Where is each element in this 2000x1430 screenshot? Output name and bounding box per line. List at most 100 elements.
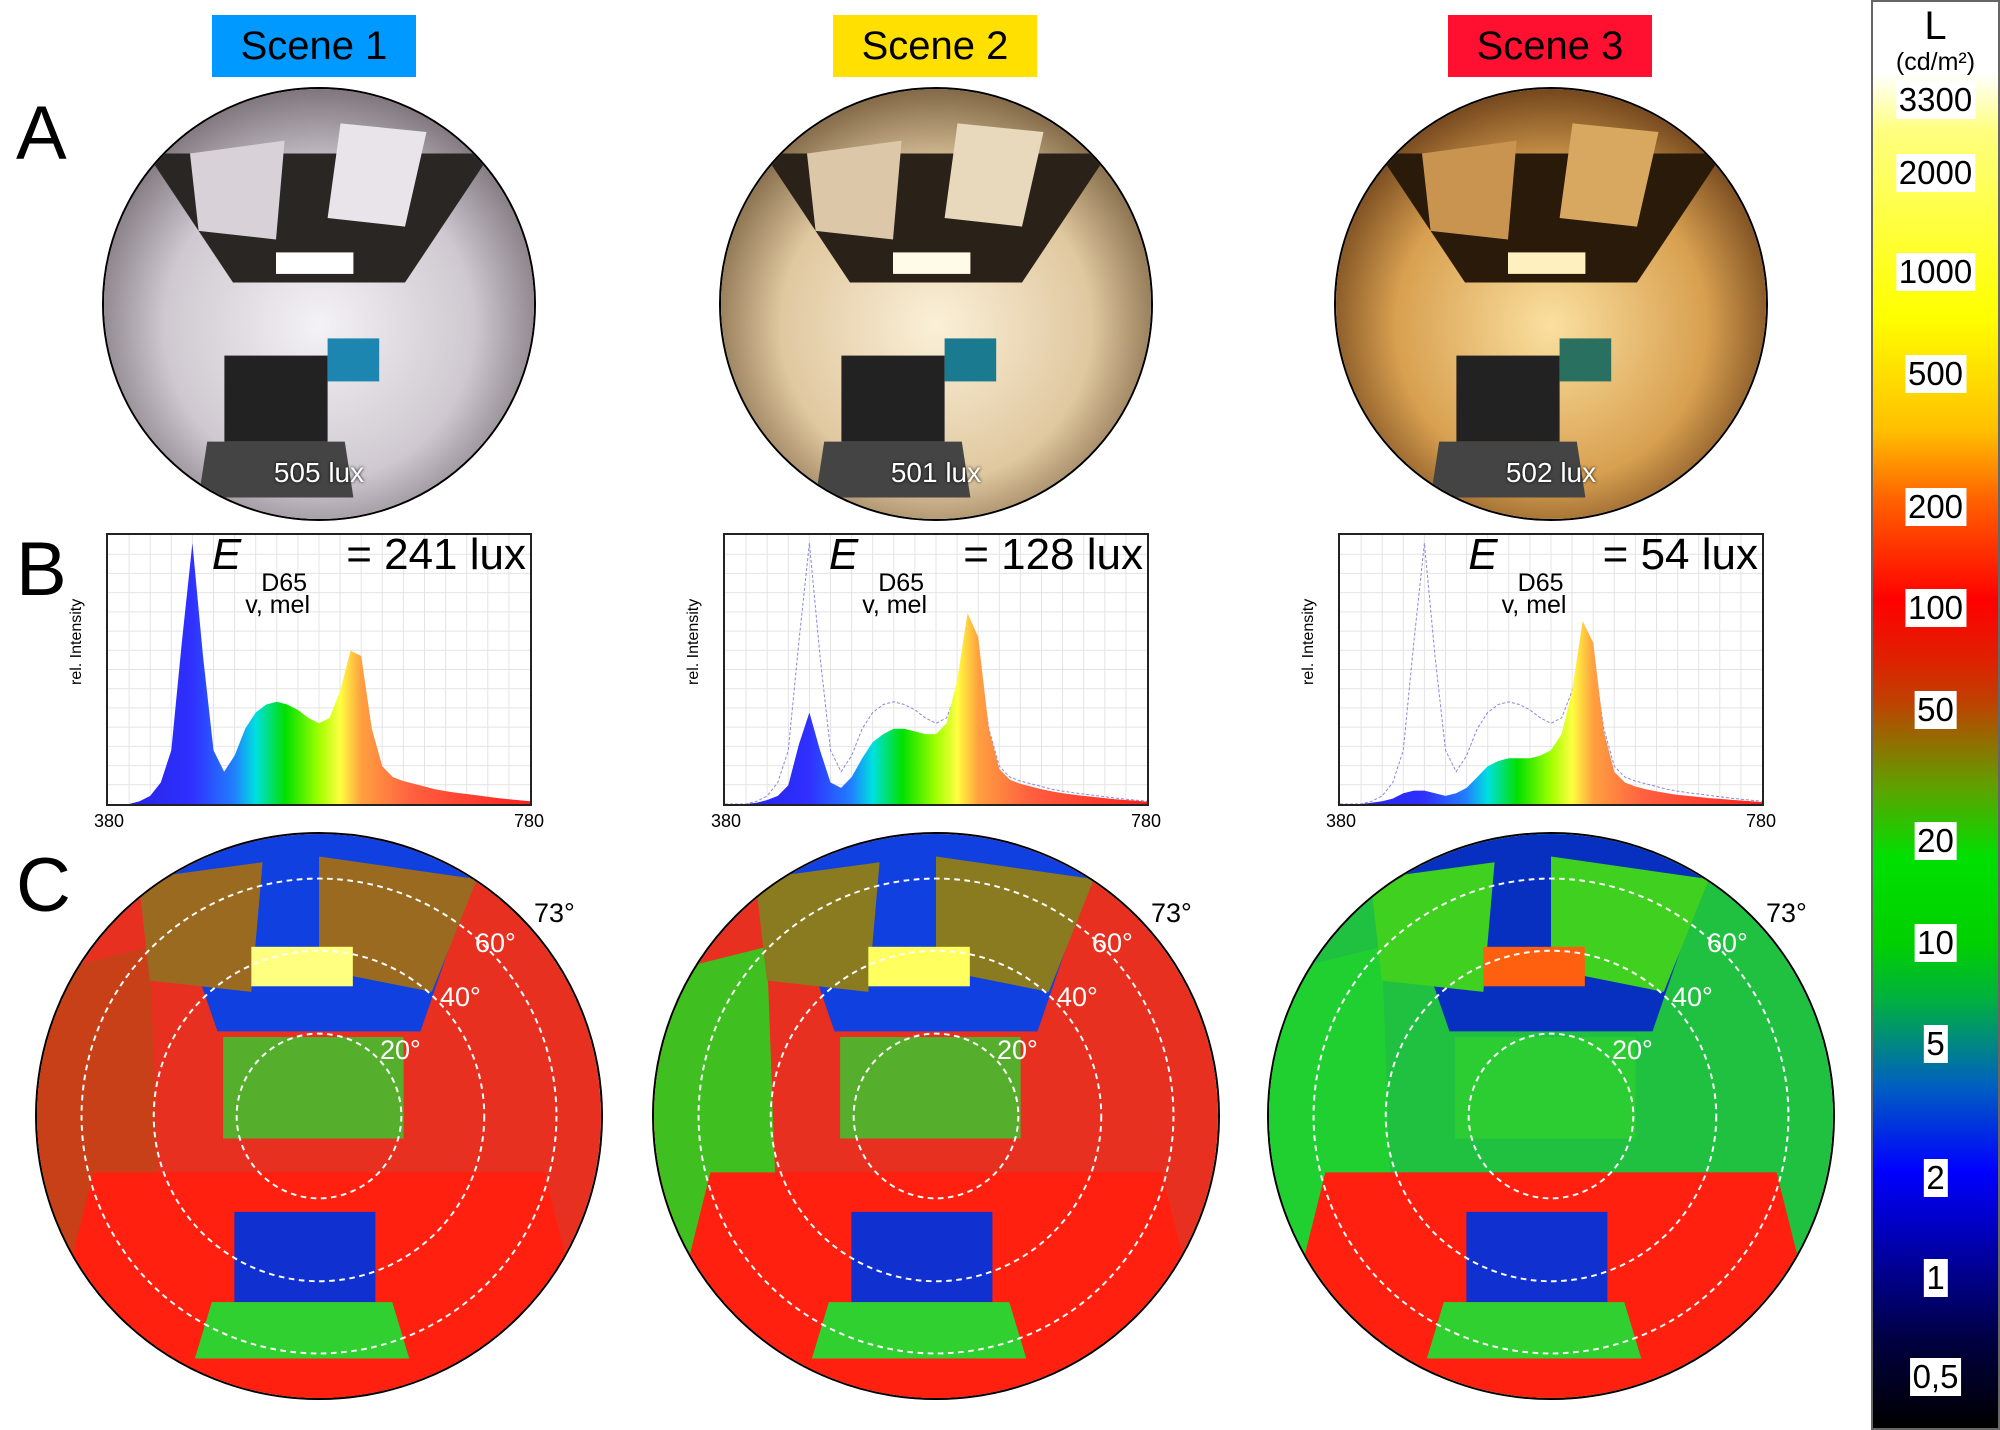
colorbar-tick-label: 1000 bbox=[1895, 253, 1976, 291]
spectrum-plot bbox=[1340, 535, 1762, 804]
luminance-colorbar: L (cd/m²) 3300 2000 1000 500 200 100 50 20 10 5 2 1… bbox=[1871, 0, 2000, 1430]
scene-2-label: Scene 2 bbox=[833, 15, 1037, 77]
colorbar-tick-label: 200 bbox=[1904, 488, 1967, 526]
scene-3-luminance-map bbox=[1267, 832, 1835, 1400]
colorbar-tick-label: 50 bbox=[1914, 691, 1957, 729]
angle-label: 20° bbox=[380, 1035, 421, 1065]
melanopic-illuminance: E D65 v, mel = 54 lux bbox=[1468, 530, 1758, 618]
scene-1-illuminance: 505 lux bbox=[273, 457, 365, 488]
scene-3-photo: 502 lux bbox=[1334, 87, 1768, 521]
melanopic-illuminance: E D65 v, mel = 241 lux bbox=[211, 530, 526, 618]
angle-circle bbox=[1312, 877, 1790, 1355]
laptop-screen-region bbox=[851, 1211, 993, 1303]
formula-superscript: D65 bbox=[878, 569, 925, 597]
spectrum-area bbox=[108, 543, 530, 804]
x-tick-label: 380 bbox=[711, 811, 742, 831]
colorbar-tick-label: 2 bbox=[1923, 1159, 1948, 1197]
room-photo-image bbox=[721, 89, 1151, 519]
room-photo-image bbox=[1336, 89, 1766, 519]
formula-subscript: v, mel bbox=[862, 591, 928, 619]
colorbar-tick-label: 20 bbox=[1914, 822, 1957, 860]
row-letter-a: A bbox=[16, 91, 67, 176]
colorbar-unit: (cd/m²) bbox=[1895, 48, 1976, 76]
angle-circle bbox=[235, 1032, 403, 1200]
x-tick-label: 780 bbox=[513, 811, 544, 831]
angle-label: 20° bbox=[1612, 1035, 1653, 1065]
melanopic-illuminance: E D65 v, mel = 128 lux bbox=[828, 530, 1143, 618]
scene-3-illuminance: 502 lux bbox=[1505, 457, 1597, 488]
formula-subscript: v, mel bbox=[245, 591, 311, 619]
back-wall-region bbox=[223, 1037, 404, 1139]
luminaire-region bbox=[868, 946, 970, 987]
angle-circle bbox=[1384, 949, 1718, 1283]
angle-label: 40° bbox=[1057, 982, 1098, 1012]
laptop-keyboard-region bbox=[194, 1302, 410, 1359]
angle-circle bbox=[152, 949, 486, 1283]
angle-label: 60° bbox=[475, 928, 516, 958]
formula-symbol: E bbox=[1468, 530, 1498, 579]
angle-label: 20° bbox=[997, 1035, 1038, 1065]
false-color-image bbox=[654, 834, 1218, 1398]
scene-2-illuminance: 501 lux bbox=[890, 457, 982, 488]
formula-symbol: E bbox=[211, 530, 242, 579]
colorbar-tick-label: 0,5 bbox=[1909, 1358, 1962, 1396]
scene-1-label: Scene 1 bbox=[212, 15, 416, 77]
melanopic-value: = 54 lux bbox=[1602, 530, 1758, 579]
colorbar-title: L bbox=[1924, 4, 1947, 48]
angle-circle bbox=[697, 877, 1175, 1355]
spectrum-plot bbox=[108, 535, 530, 804]
angle-circle bbox=[1467, 1032, 1635, 1200]
ceiling-panel-region bbox=[319, 856, 477, 992]
formula-superscript: D65 bbox=[1517, 569, 1564, 597]
colorbar-tick-label: 2000 bbox=[1895, 154, 1976, 192]
reference-spectrum-line bbox=[725, 543, 1147, 804]
angle-label: 60° bbox=[1092, 928, 1133, 958]
laptop-keyboard-region bbox=[1426, 1302, 1642, 1359]
laptop-screen-region bbox=[1466, 1211, 1608, 1303]
y-axis-label: rel. Intensity bbox=[1300, 598, 1317, 685]
formula-subscript: v, mel bbox=[1501, 591, 1567, 619]
scene-3-label: Scene 3 bbox=[1448, 15, 1652, 77]
scene-1-spectrum-chart: rel. Intensity 380 780 E D65 v, mel = 241 l… bbox=[68, 530, 544, 832]
scene-2-luminance-map bbox=[652, 832, 1220, 1400]
spectrum-plot bbox=[725, 535, 1147, 804]
ceiling-panel-region bbox=[1551, 856, 1709, 992]
spectrum-area bbox=[1340, 621, 1762, 804]
laptop-screen-region bbox=[234, 1211, 376, 1303]
false-color-image bbox=[37, 834, 601, 1398]
angle-label: 73° bbox=[534, 898, 575, 928]
angle-label: 73° bbox=[1151, 898, 1192, 928]
room-photo-image bbox=[104, 89, 534, 519]
formula-superscript: D65 bbox=[261, 569, 308, 597]
x-tick-label: 780 bbox=[1130, 811, 1161, 831]
colorbar-tick-label: 10 bbox=[1914, 924, 1957, 962]
row-letter-c: C bbox=[16, 843, 71, 928]
colorbar-tick-label: 1 bbox=[1923, 1259, 1948, 1297]
ceiling-panel-region bbox=[936, 856, 1094, 992]
colorbar-tick-label: 3300 bbox=[1895, 81, 1976, 119]
melanopic-value: = 241 lux bbox=[346, 530, 526, 579]
angle-label: 40° bbox=[440, 982, 481, 1012]
angle-label: 40° bbox=[1672, 982, 1713, 1012]
melanopic-value: = 128 lux bbox=[963, 530, 1143, 579]
colorbar-tick-label: 5 bbox=[1923, 1025, 1948, 1063]
y-axis-label: rel. Intensity bbox=[685, 598, 702, 685]
ceiling-panel-region bbox=[1370, 862, 1495, 992]
angle-circle bbox=[80, 877, 558, 1355]
scene-2-photo: 501 lux bbox=[719, 87, 1153, 521]
spectrum-area bbox=[725, 613, 1147, 804]
scene-3-spectrum-chart: rel. Intensity 380 780 E D65 v, mel = 54 lu… bbox=[1300, 530, 1776, 832]
colorbar-tick-label: 100 bbox=[1904, 589, 1967, 627]
false-color-image bbox=[1269, 834, 1833, 1398]
angle-circle bbox=[769, 949, 1103, 1283]
back-wall-region bbox=[1455, 1037, 1636, 1139]
angle-label: 60° bbox=[1707, 928, 1748, 958]
luminaire-region bbox=[251, 946, 353, 987]
scene-2-spectrum-chart: rel. Intensity 380 780 E D65 v, mel = 128 l… bbox=[685, 530, 1161, 832]
back-wall-region bbox=[840, 1037, 1021, 1139]
x-tick-label: 780 bbox=[1745, 811, 1776, 831]
formula-symbol: E bbox=[828, 530, 859, 579]
ceiling-panel-region bbox=[755, 862, 880, 992]
scene-1-photo: 505 lux bbox=[102, 87, 536, 521]
x-tick-label: 380 bbox=[1326, 811, 1357, 831]
